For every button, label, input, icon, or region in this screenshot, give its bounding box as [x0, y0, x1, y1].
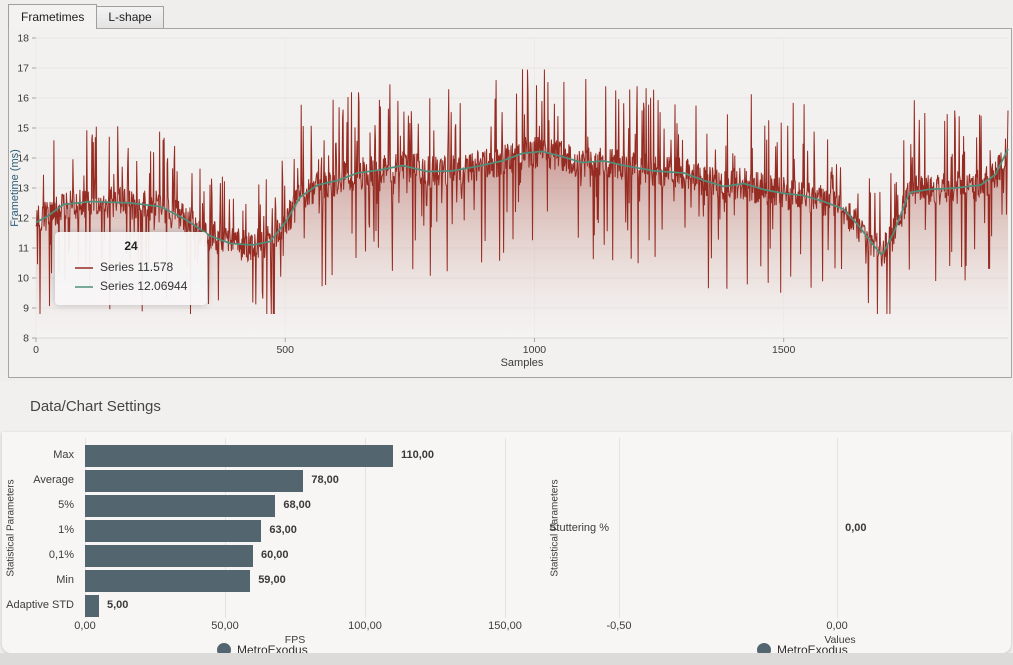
frametime-chart[interactable]: 8 9 10 11 12 13 14 15 16 17 18 0 500 1000 1500 Samples F…	[9, 29, 1011, 378]
bar	[85, 569, 251, 592]
settings-expander-header[interactable]: Data/Chart Settings	[0, 381, 1013, 432]
bar-category-label: 1%	[58, 524, 74, 536]
x-tick-label: 0,00	[74, 620, 96, 632]
y-tick-label: 18	[17, 33, 29, 45]
chart-tracker-tooltip: 24 Series 11.578 Series 12.06944	[55, 232, 207, 305]
legend: MetroExodus	[217, 643, 308, 653]
legend-label: MetroExodus	[237, 643, 308, 653]
y-tick-label: 13	[17, 183, 29, 195]
x-tick-label: 0,00	[826, 620, 848, 632]
bar-value-label: 63,00	[269, 524, 297, 536]
bar	[85, 519, 262, 542]
bar-value-label: 0,00	[845, 522, 867, 534]
legend-marker-icon	[217, 643, 231, 653]
bar-category-label: Min	[56, 574, 74, 586]
y-tick-label: 12	[17, 213, 29, 225]
bar-category-label: 5%	[58, 499, 74, 511]
y-tick-label: 11	[18, 243, 29, 255]
tracker-series-label: Series 12.06944	[100, 279, 188, 293]
bar	[85, 494, 276, 517]
fps-bar-chart: Statistical Parameters Max 110,00 Average 78…	[2, 432, 542, 653]
bar-category-label: Stuttering %	[549, 522, 609, 534]
tracker-sample-number: 24	[124, 239, 138, 253]
bar-category-label: Average	[33, 474, 74, 486]
series-line-marker-icon	[75, 266, 93, 269]
x-tick-label: -0,50	[606, 620, 632, 632]
frametime-area-fill	[36, 69, 1008, 338]
tab-frametimes[interactable]: Frametimes	[8, 4, 98, 29]
bar-value-label: 78,00	[311, 474, 339, 486]
legend: MetroExodus	[757, 643, 848, 653]
tracker-series-item: Series 11.578	[75, 258, 195, 277]
y-tick-label: 16	[17, 93, 29, 105]
x-tick-label: 1500	[772, 344, 796, 356]
y-tick-label: 15	[17, 123, 29, 135]
tracker-series-label: Series 11.578	[100, 260, 174, 274]
bar-value-label: 68,00	[283, 499, 311, 511]
bar-value-label: 59,00	[258, 574, 286, 586]
tracker-series-list: Series 11.578 Series 12.06944	[67, 258, 195, 296]
gridline	[837, 438, 839, 618]
x-tick-label: 50,00	[211, 620, 239, 632]
x-axis-label: FPS	[284, 634, 306, 646]
legend-label: MetroExodus	[777, 643, 848, 653]
x-axis-label: Values	[824, 634, 856, 646]
bar	[85, 469, 304, 492]
bar-value-label: 5,00	[107, 599, 129, 611]
legend-marker-icon	[757, 643, 771, 653]
bar-category-label: Adaptive STD	[6, 599, 74, 611]
bar	[85, 544, 253, 567]
stuttering-bar-chart: Statistical Parameters Stuttering % 0,00 -0…	[542, 432, 1011, 653]
window-background	[0, 653, 1013, 665]
statistics-panel: Statistical Parameters Max 110,00 Average 78…	[2, 432, 1011, 653]
gridline	[505, 438, 506, 618]
chart-tabstrip: Frametimes L-shape	[8, 4, 164, 29]
y-tick-label: 14	[17, 153, 29, 165]
y-tick-label: 10	[17, 273, 29, 285]
bar-value-label: 60,00	[261, 549, 289, 561]
bar-category-label: Max	[53, 449, 74, 461]
frametime-chart-panel: 8 9 10 11 12 13 14 15 16 17 18 0 500 1000 1500 Samples F…	[8, 28, 1012, 378]
x-tick-label: 100,00	[348, 620, 382, 632]
moving-average-line	[35, 148, 1009, 256]
y-axis-label: Frametime (ms)	[9, 149, 21, 227]
bar-category-label: 0,1%	[48, 549, 74, 561]
series-line-marker-icon	[75, 285, 93, 288]
bar	[85, 594, 99, 617]
x-tick-label: 1000	[523, 344, 547, 356]
y-tick-label: 8	[23, 333, 29, 345]
x-tick-label: 0	[33, 344, 39, 356]
x-tick-label: 150,00	[488, 620, 522, 632]
y-tick-label: 9	[23, 303, 29, 315]
x-tick-label: 500	[276, 344, 294, 356]
settings-title: Data/Chart Settings	[30, 398, 161, 415]
tracker-series-item: Series 12.06944	[75, 277, 195, 296]
tab-l-shape[interactable]: L-shape	[96, 6, 164, 28]
bar-value-label: 110,00	[401, 449, 435, 461]
bar	[85, 444, 393, 467]
gridline	[365, 438, 366, 618]
x-axis-label: Samples	[501, 357, 544, 369]
gridline	[619, 438, 620, 618]
y-tick-label: 17	[17, 63, 29, 75]
